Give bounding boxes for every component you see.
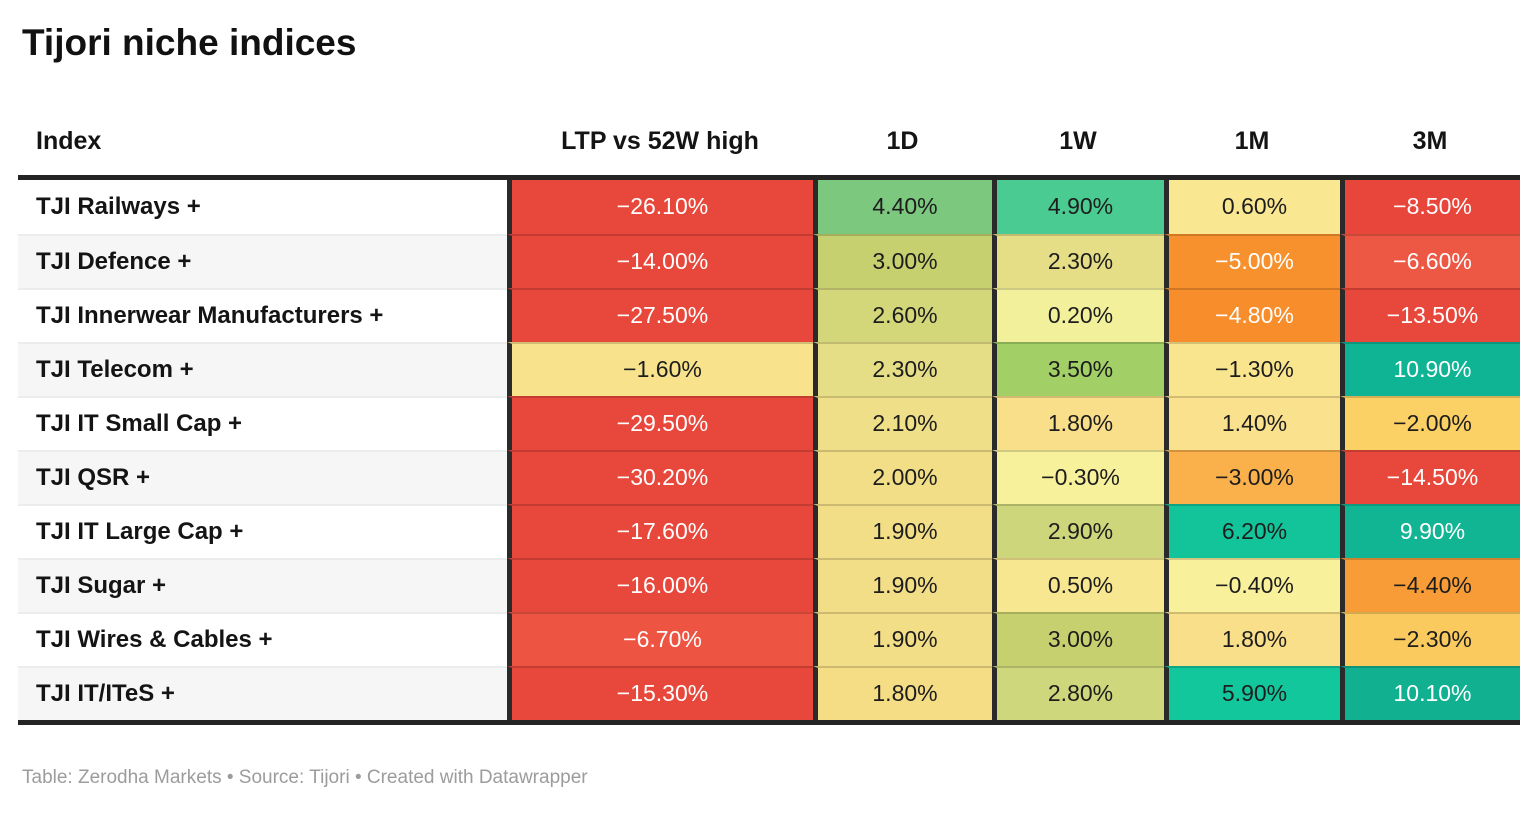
cell-1m: 6.20%	[1164, 503, 1340, 558]
table-row: TJI QSR + −30.20% 2.00% −0.30% −3.00% −1…	[18, 449, 1520, 504]
cell-1d: 2.00%	[813, 449, 992, 504]
cell-1d: 1.90%	[813, 503, 992, 558]
row-label-expander[interactable]: TJI Defence +	[18, 233, 507, 288]
column-header-ltp-52w-high: LTP vs 52W high	[561, 127, 759, 156]
cell-1w: −0.30%	[992, 449, 1164, 504]
cell-1d: 2.30%	[813, 341, 992, 396]
cell-1m: −0.40%	[1164, 557, 1340, 612]
cell-1w: 0.50%	[992, 557, 1164, 612]
row-label-expander[interactable]: TJI IT Large Cap +	[18, 503, 507, 558]
table-row: TJI Wires & Cables + −6.70% 1.90% 3.00% …	[18, 611, 1520, 666]
cell-ltp-vs-52w-high: −14.00%	[507, 233, 813, 288]
cell-ltp-vs-52w-high: −27.50%	[507, 287, 813, 342]
cell-1w: 3.00%	[992, 611, 1164, 666]
cell-ltp-vs-52w-high: −17.60%	[507, 503, 813, 558]
page-title: Tijori niche indices	[22, 22, 357, 63]
row-label-expander[interactable]: TJI Railways +	[18, 179, 507, 234]
indices-table: Index LTP vs 52W high 1D 1W 1M 3M TJI Ra…	[18, 109, 1520, 725]
table-row: TJI IT Small Cap + −29.50% 2.10% 1.80% 1…	[18, 395, 1520, 450]
cell-ltp-vs-52w-high: −30.20%	[507, 449, 813, 504]
cell-1d: 2.60%	[813, 287, 992, 342]
table-row: TJI IT Large Cap + −17.60% 1.90% 2.90% 6…	[18, 503, 1520, 558]
cell-1m: −5.00%	[1164, 233, 1340, 288]
cell-1d: 2.10%	[813, 395, 992, 450]
cell-1w: 1.80%	[992, 395, 1164, 450]
table-row: TJI Innerwear Manufacturers + −27.50% 2.…	[18, 287, 1520, 342]
cell-3m: 10.10%	[1340, 665, 1520, 720]
row-label-expander[interactable]: TJI IT Small Cap +	[18, 395, 507, 450]
column-header-3m: 3M	[1412, 127, 1448, 156]
cell-1w: 4.90%	[992, 179, 1164, 234]
cell-3m: −13.50%	[1340, 287, 1520, 342]
cell-1d: 4.40%	[813, 179, 992, 234]
cell-ltp-vs-52w-high: −26.10%	[507, 179, 813, 234]
cell-1m: 1.80%	[1164, 611, 1340, 666]
cell-1d: 1.90%	[813, 557, 992, 612]
cell-1d: 1.80%	[813, 665, 992, 720]
row-label-expander[interactable]: TJI Sugar +	[18, 557, 507, 612]
cell-1m: 1.40%	[1164, 395, 1340, 450]
cell-3m: −2.30%	[1340, 611, 1520, 666]
cell-3m: −14.50%	[1340, 449, 1520, 504]
table-row: TJI Telecom + −1.60% 2.30% 3.50% −1.30% …	[18, 341, 1520, 396]
cell-3m: −6.60%	[1340, 233, 1520, 288]
cell-ltp-vs-52w-high: −16.00%	[507, 557, 813, 612]
table-row: TJI Railways + −26.10% 4.40% 4.90% 0.60%…	[18, 179, 1520, 234]
table-row: TJI Defence + −14.00% 3.00% 2.30% −5.00%…	[18, 233, 1520, 288]
cell-1w: 0.20%	[992, 287, 1164, 342]
cell-1m: 5.90%	[1164, 665, 1340, 720]
attribution-footer: Table: Zerodha Markets • Source: Tijori …	[22, 766, 588, 788]
cell-ltp-vs-52w-high: −6.70%	[507, 611, 813, 666]
datawrapper-table-page: Tijori niche indices Index LTP vs 52W hi…	[0, 22, 1540, 789]
column-header-1w: 1W	[1059, 127, 1097, 156]
cell-1m: −1.30%	[1164, 341, 1340, 396]
table-row: TJI IT/ITeS + −15.30% 1.80% 2.80% 5.90% …	[18, 665, 1520, 720]
cell-1d: 1.90%	[813, 611, 992, 666]
cell-1w: 2.90%	[992, 503, 1164, 558]
cell-1w: 2.80%	[992, 665, 1164, 720]
cell-1w: 3.50%	[992, 341, 1164, 396]
row-label-expander[interactable]: TJI IT/ITeS +	[18, 665, 507, 720]
column-header-1d: 1D	[886, 127, 919, 156]
row-label-expander[interactable]: TJI Telecom +	[18, 341, 507, 396]
cell-1w: 2.30%	[992, 233, 1164, 288]
cell-3m: −4.40%	[1340, 557, 1520, 612]
cell-3m: 9.90%	[1340, 503, 1520, 558]
cell-3m: −2.00%	[1340, 395, 1520, 450]
cell-1m: −3.00%	[1164, 449, 1340, 504]
table-row: TJI Sugar + −16.00% 1.90% 0.50% −0.40% −…	[18, 557, 1520, 612]
column-header-1m: 1M	[1234, 127, 1270, 156]
column-header-index: Index	[36, 127, 102, 156]
row-label-expander[interactable]: TJI Wires & Cables +	[18, 611, 507, 666]
cell-1m: −4.80%	[1164, 287, 1340, 342]
cell-3m: 10.90%	[1340, 341, 1520, 396]
table-header-row: Index LTP vs 52W high 1D 1W 1M 3M	[18, 109, 1520, 175]
cell-ltp-vs-52w-high: −29.50%	[507, 395, 813, 450]
row-label-expander[interactable]: TJI Innerwear Manufacturers +	[18, 287, 507, 342]
row-label-expander[interactable]: TJI QSR +	[18, 449, 507, 504]
cell-ltp-vs-52w-high: −1.60%	[507, 341, 813, 396]
cell-3m: −8.50%	[1340, 179, 1520, 234]
cell-ltp-vs-52w-high: −15.30%	[507, 665, 813, 720]
cell-1d: 3.00%	[813, 233, 992, 288]
cell-1m: 0.60%	[1164, 179, 1340, 234]
table-body: TJI Railways + −26.10% 4.40% 4.90% 0.60%…	[18, 174, 1520, 725]
